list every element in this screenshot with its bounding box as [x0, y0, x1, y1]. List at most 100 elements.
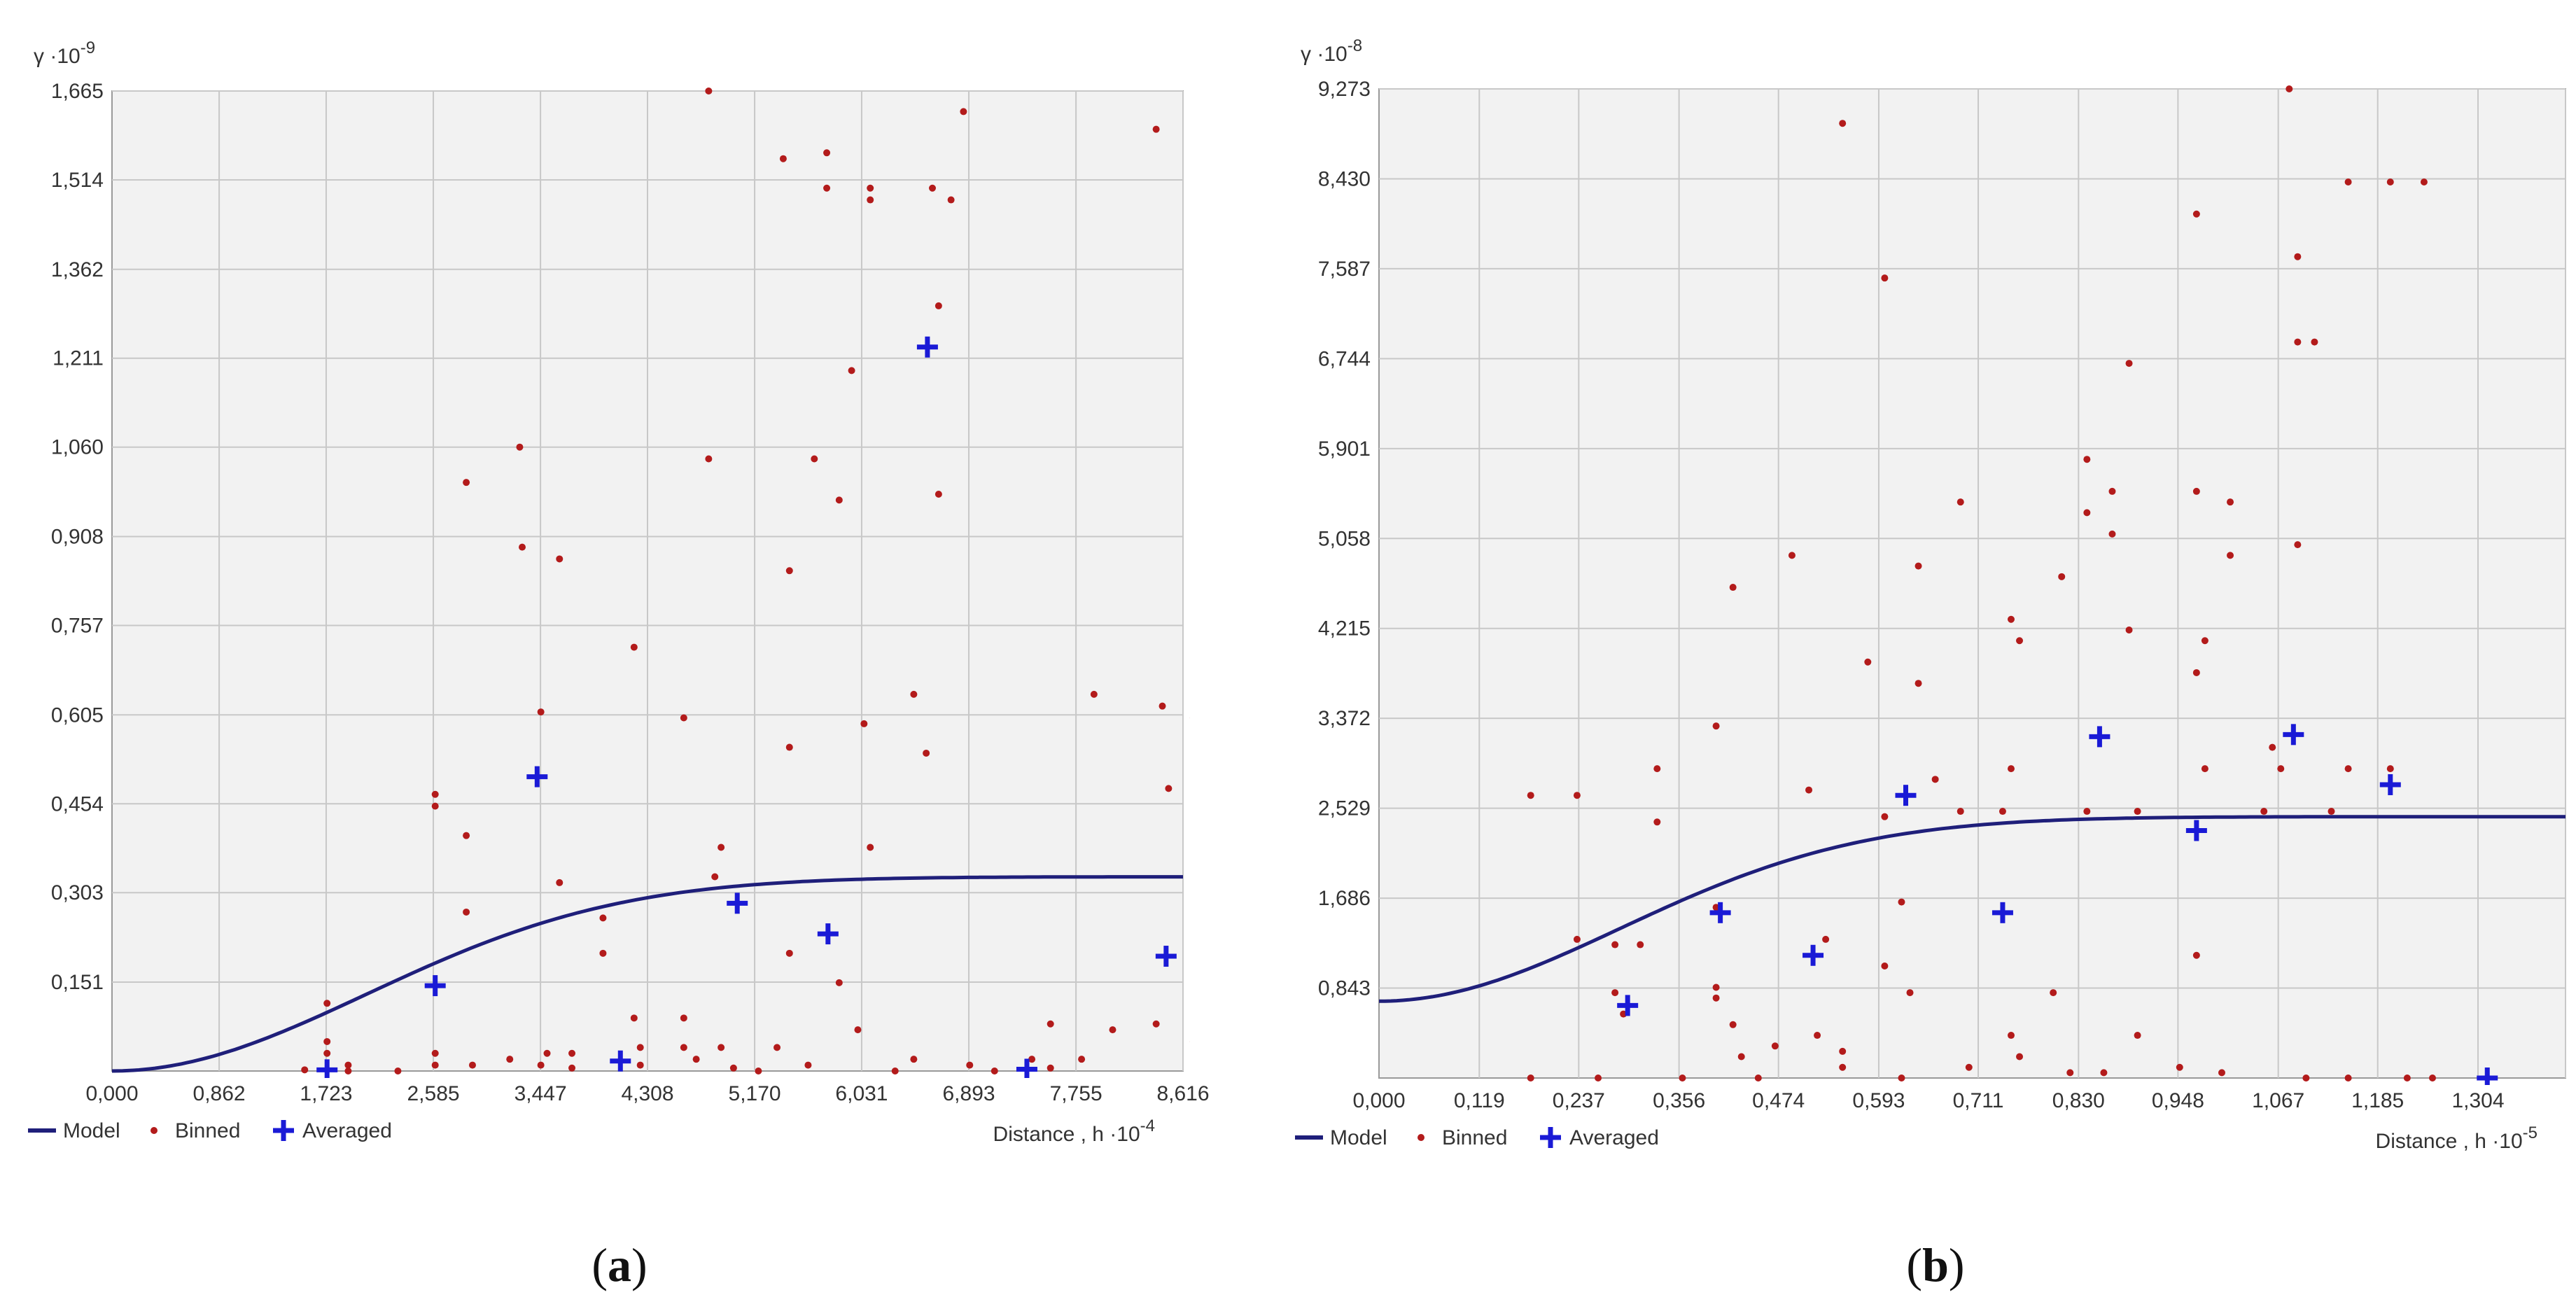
binned-point [1737, 1053, 1745, 1060]
legend: Model Binned Averaged [1295, 1126, 1659, 1149]
binned-point [506, 1056, 514, 1063]
binned-point [1109, 1026, 1116, 1034]
binned-point [2294, 253, 2302, 260]
binned-point [910, 690, 918, 698]
data-marks [1379, 85, 2566, 1085]
binned-point [785, 567, 793, 575]
y-axis-label: γ ·10-9 [34, 38, 95, 68]
y-tick-label: 9,273 [1318, 78, 1371, 101]
averaged-point [817, 923, 839, 945]
binned-point [2201, 765, 2208, 773]
binned-point [1788, 552, 1795, 559]
binned-point [516, 443, 524, 451]
binned-point [966, 1061, 974, 1069]
binned-point [1881, 274, 1889, 282]
binned-point [1595, 1074, 1602, 1082]
x-tick-label: 0,356 [1653, 1089, 1705, 1112]
binned-point [2192, 668, 2200, 676]
binned-point [2260, 808, 2268, 816]
binned-point [463, 832, 470, 839]
binned-point [1090, 690, 1098, 698]
binned-point [537, 708, 545, 716]
binned-point [2007, 615, 2015, 623]
binned-point [867, 184, 874, 192]
y-tick-label: 1,665 [51, 80, 104, 103]
binned-point [779, 155, 787, 162]
averaged-point [1155, 946, 1177, 967]
binned-point [1822, 935, 1830, 943]
binned-point [947, 196, 955, 204]
binned-point [394, 1068, 402, 1074]
binned-point [1839, 1047, 1847, 1055]
binned-point [2344, 178, 2352, 186]
binned-point [2403, 1074, 2411, 1082]
y-tick-label: 5,901 [1318, 438, 1371, 461]
legend-model-label: Model [1330, 1126, 1387, 1149]
binned-point [2344, 765, 2352, 773]
averaged-point [424, 975, 446, 997]
binned-point [463, 479, 470, 486]
averaged-point [1617, 995, 1639, 1016]
y-tick-label: 0,151 [51, 971, 104, 994]
y-tick-label: 8,430 [1318, 167, 1371, 190]
binned-point [2125, 360, 2133, 368]
binned-point [2058, 573, 2066, 580]
binned-point [1527, 1074, 1534, 1082]
binned-point [2344, 1074, 2352, 1082]
binned-point [2192, 210, 2200, 218]
model-curve [112, 875, 1183, 1073]
y-tick-label: 1,211 [52, 347, 104, 370]
binned-point [1998, 808, 2006, 816]
binned-point [2277, 765, 2285, 773]
binned-point [835, 496, 843, 504]
binned-point [990, 1068, 998, 1074]
x-tick-label: 7,755 [1050, 1082, 1102, 1105]
binned-point [1283, 1044, 1290, 1051]
binned-point [823, 149, 831, 157]
binned-point [2227, 498, 2234, 506]
x-axis-label: Distance , h ·10-5 [2376, 1124, 2538, 1153]
binned-point [636, 1044, 644, 1051]
binned-point [854, 1026, 862, 1034]
binned-point [1729, 1021, 1737, 1028]
averaged-point [316, 1059, 338, 1078]
binned-point [2227, 552, 2234, 559]
x-tick-label: 0,711 [1953, 1089, 2004, 1112]
legend-binned-swatch [150, 1127, 158, 1134]
y-tick-label: 1,060 [51, 436, 104, 459]
binned-point [2428, 1074, 2436, 1082]
binned-point [1620, 1010, 1628, 1018]
x-tick-label: 0,948 [2152, 1089, 2204, 1112]
x-tick-label: 0,000 [1352, 1089, 1405, 1112]
y-tick-label: 6,744 [1318, 347, 1371, 370]
averaged-point [2477, 1068, 2498, 1085]
binned-point [929, 184, 937, 192]
legend-model-label: Model [63, 1119, 120, 1142]
binned-point [301, 1066, 309, 1074]
binned-point [2007, 1032, 2015, 1040]
binned-point [1712, 994, 1720, 1002]
binned-point [630, 1014, 638, 1022]
x-tick-label: 0,862 [193, 1082, 246, 1105]
y-tick-label: 1,362 [51, 258, 104, 281]
binned-point [1152, 1020, 1160, 1028]
x-tick-label: 1,304 [2451, 1089, 2504, 1112]
binned-point [1839, 120, 1847, 127]
plot-area [1378, 88, 2566, 1079]
binned-point [923, 749, 930, 757]
binned-point [2328, 808, 2335, 816]
y-tick-label: 2,529 [1318, 797, 1371, 820]
binned-point [2386, 765, 2394, 773]
binned-point [1611, 941, 1619, 948]
averaged-point [1802, 944, 1824, 966]
x-tick-label: 0,474 [1752, 1089, 1805, 1112]
binned-point [2294, 338, 2302, 346]
binned-point [2066, 1069, 2074, 1077]
binned-point [2386, 178, 2394, 186]
binned-point [1814, 1032, 1821, 1040]
binned-point [568, 1049, 576, 1057]
y-tick-label: 5,058 [1318, 527, 1371, 550]
averaged-point [2379, 774, 2401, 795]
averaged-point [2089, 726, 2110, 748]
binned-point [1729, 584, 1737, 592]
